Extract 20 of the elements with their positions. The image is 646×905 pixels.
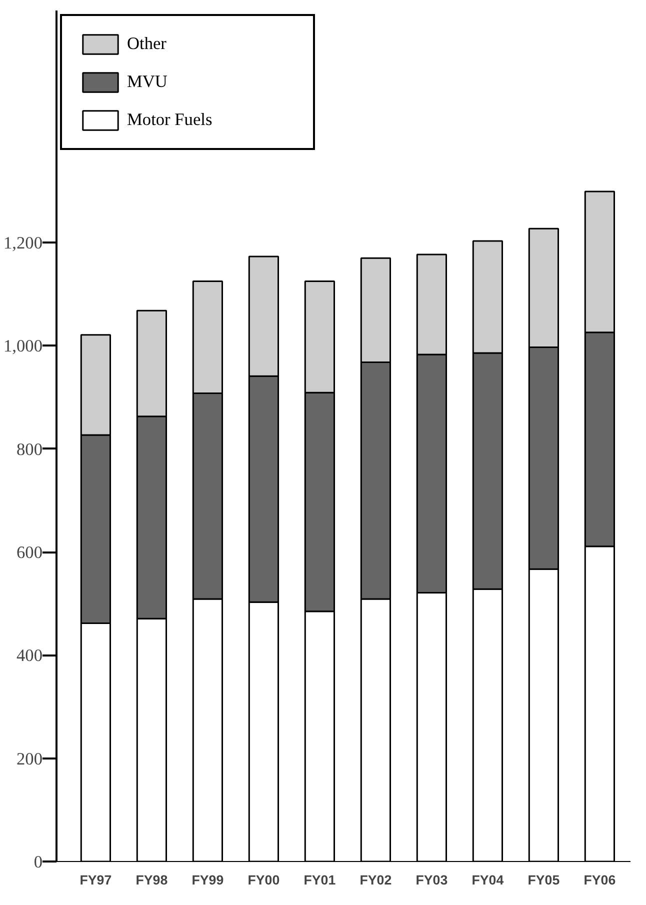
legend-label: Motor Fuels [127,110,214,130]
x-tick-label: FY04 [472,872,504,888]
y-tick-label: 400 [16,646,43,666]
x-tick-label: FY01 [304,872,336,888]
legend-label: Other [127,34,168,54]
x-tick-label: FY97 [80,872,112,888]
y-tick-label: 200 [16,749,43,768]
y-tick-label: 800 [16,440,43,459]
x-tick-label: FY02 [360,872,392,888]
x-tick-label: FY05 [528,872,560,888]
y-tick-label: 600 [16,543,43,562]
y-tick-label: 0 [34,852,43,872]
x-tick-label: FY99 [192,872,224,888]
y-tick-label: 1,000 [4,336,43,356]
x-tick-label: FY00 [248,872,280,888]
x-tick-label: FY03 [416,872,448,888]
x-tick-label: FY06 [584,872,616,888]
y-tick-label: 1,200 [4,234,43,253]
x-tick-label: FY98 [136,872,168,888]
legend-label: MVU [127,72,168,92]
